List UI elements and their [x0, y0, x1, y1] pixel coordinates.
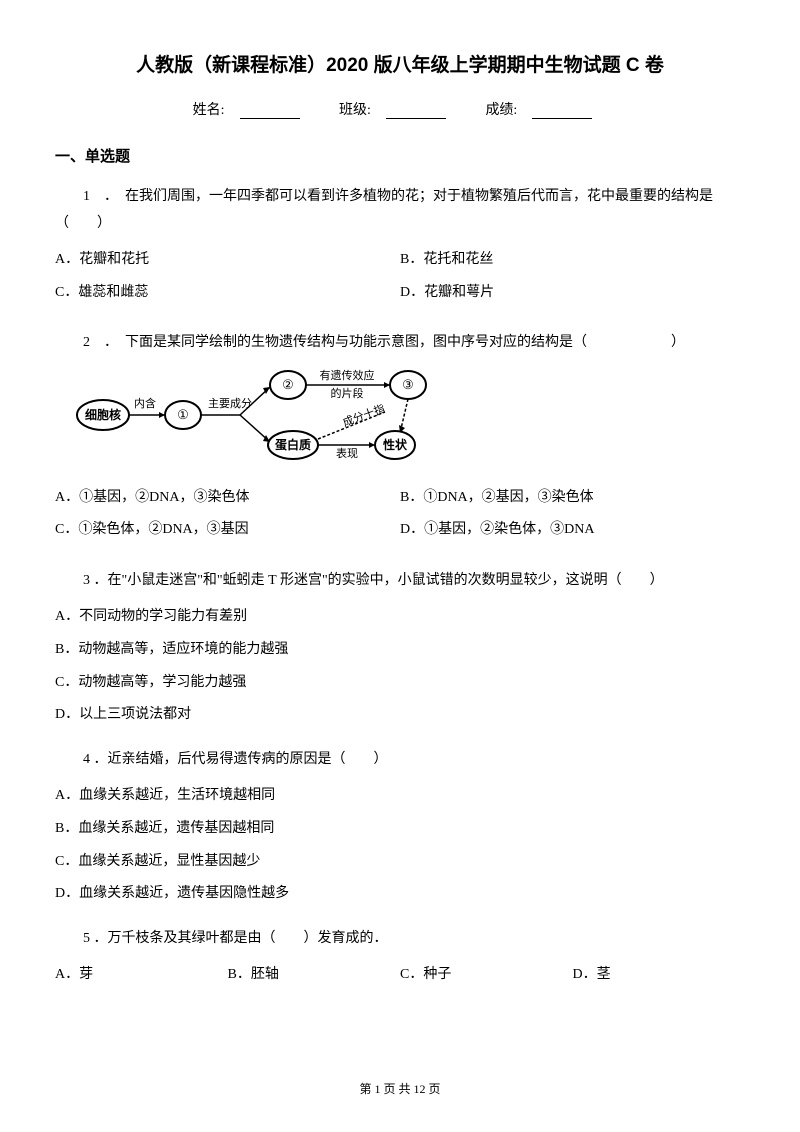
q3-option-c: C．动物越高等，学习能力越强: [55, 670, 745, 697]
question-2: 2 ． 下面是某同学绘制的生物遗传结构与功能示意图，图中序号对应的结构是（ ） …: [55, 330, 745, 549]
q4-option-a: A．血缘关系越近，生活环境越相同: [55, 783, 745, 810]
svg-text:②: ②: [282, 377, 294, 392]
q4-option-c: C．血缘关系越近，显性基因越少: [55, 849, 745, 876]
q5-option-d: D．茎: [573, 962, 746, 989]
q4-option-d: D．血缘关系越近，遗传基因隐性越多: [55, 881, 745, 908]
q2-stem: 2 ． 下面是某同学绘制的生物遗传结构与功能示意图，图中序号对应的结构是（ ）: [55, 330, 745, 357]
q1-option-c: C．雄蕊和雌蕊: [55, 280, 400, 307]
svg-text:表现: 表现: [336, 446, 358, 460]
q4-stem: 4 ．近亲结婚，后代易得遗传病的原因是（ ）: [55, 747, 745, 774]
q2-option-c: C．①染色体，②DNA，③基因: [55, 517, 400, 544]
q3-stem: 3 ．在"小鼠走迷宫"和"蚯蚓走 T 形迷宫"的实验中，小鼠试错的次数明显较少，…: [55, 568, 745, 595]
q5-stem: 5 ．万千枝条及其绿叶都是由（ ）发育成的．: [55, 926, 745, 953]
q3-option-b: B．动物越高等，适应环境的能力越强: [55, 637, 745, 664]
svg-text:蛋白质: 蛋白质: [275, 437, 311, 452]
student-info-line: 姓名: 班级: 成绩:: [55, 99, 745, 119]
svg-text:③: ③: [402, 377, 414, 392]
q1-stem: 1 ． 在我们周围，一年四季都可以看到许多植物的花；对于植物繁殖后代而言，花中最…: [55, 184, 745, 237]
score-blank[interactable]: [532, 105, 592, 119]
q5-option-b: B．胚轴: [228, 962, 401, 989]
q5-option-a: A．芽: [55, 962, 228, 989]
svg-text:的片段: 的片段: [331, 386, 364, 400]
q2-option-d: D．①基因，②染色体，③DNA: [400, 517, 745, 544]
q1-option-b: B．花托和花丝: [400, 247, 745, 274]
svg-text:有遗传效应: 有遗传效应: [320, 368, 375, 382]
q2-option-a: A．①基因，②DNA，③染色体: [55, 485, 400, 512]
class-label: 班级:: [339, 103, 371, 118]
name-label: 姓名:: [193, 103, 225, 118]
svg-text:主要成分: 主要成分: [208, 397, 252, 410]
class-blank[interactable]: [386, 105, 446, 119]
svg-text:内含: 内含: [134, 396, 156, 410]
name-blank[interactable]: [240, 105, 300, 119]
q1-option-d: D．花瓣和萼片: [400, 280, 745, 307]
q2-diagram: 细胞核 内含 ① 主要成分 ② 蛋白质 有遗传效: [75, 367, 745, 473]
svg-text:成分十指: 成分十指: [341, 401, 387, 429]
section-1-header: 一、单选题: [55, 145, 745, 166]
score-label: 成绩:: [485, 103, 517, 118]
q3-option-a: A．不同动物的学习能力有差别: [55, 604, 745, 631]
exam-title: 人教版（新课程标准）2020 版八年级上学期期中生物试题 C 卷: [55, 50, 745, 77]
page-footer: 第 1 页 共 12 页: [0, 1080, 800, 1097]
svg-text:性状: 性状: [382, 437, 408, 452]
svg-text:①: ①: [177, 407, 189, 422]
q3-option-d: D．以上三项说法都对: [55, 702, 745, 729]
q2-option-b: B．①DNA，②基因，③染色体: [400, 485, 745, 512]
question-5: 5 ．万千枝条及其绿叶都是由（ ）发育成的． A．芽 B．胚轴 C．种子 D．茎: [55, 926, 745, 989]
question-4: 4 ．近亲结婚，后代易得遗传病的原因是（ ） A．血缘关系越近，生活环境越相同 …: [55, 747, 745, 908]
question-1: 1 ． 在我们周围，一年四季都可以看到许多植物的花；对于植物繁殖后代而言，花中最…: [55, 184, 745, 312]
question-3: 3 ．在"小鼠走迷宫"和"蚯蚓走 T 形迷宫"的实验中，小鼠试错的次数明显较少，…: [55, 568, 745, 729]
q4-option-b: B．血缘关系越近，遗传基因越相同: [55, 816, 745, 843]
svg-text:细胞核: 细胞核: [85, 407, 121, 422]
q1-option-a: A．花瓣和花托: [55, 247, 400, 274]
q5-option-c: C．种子: [400, 962, 573, 989]
